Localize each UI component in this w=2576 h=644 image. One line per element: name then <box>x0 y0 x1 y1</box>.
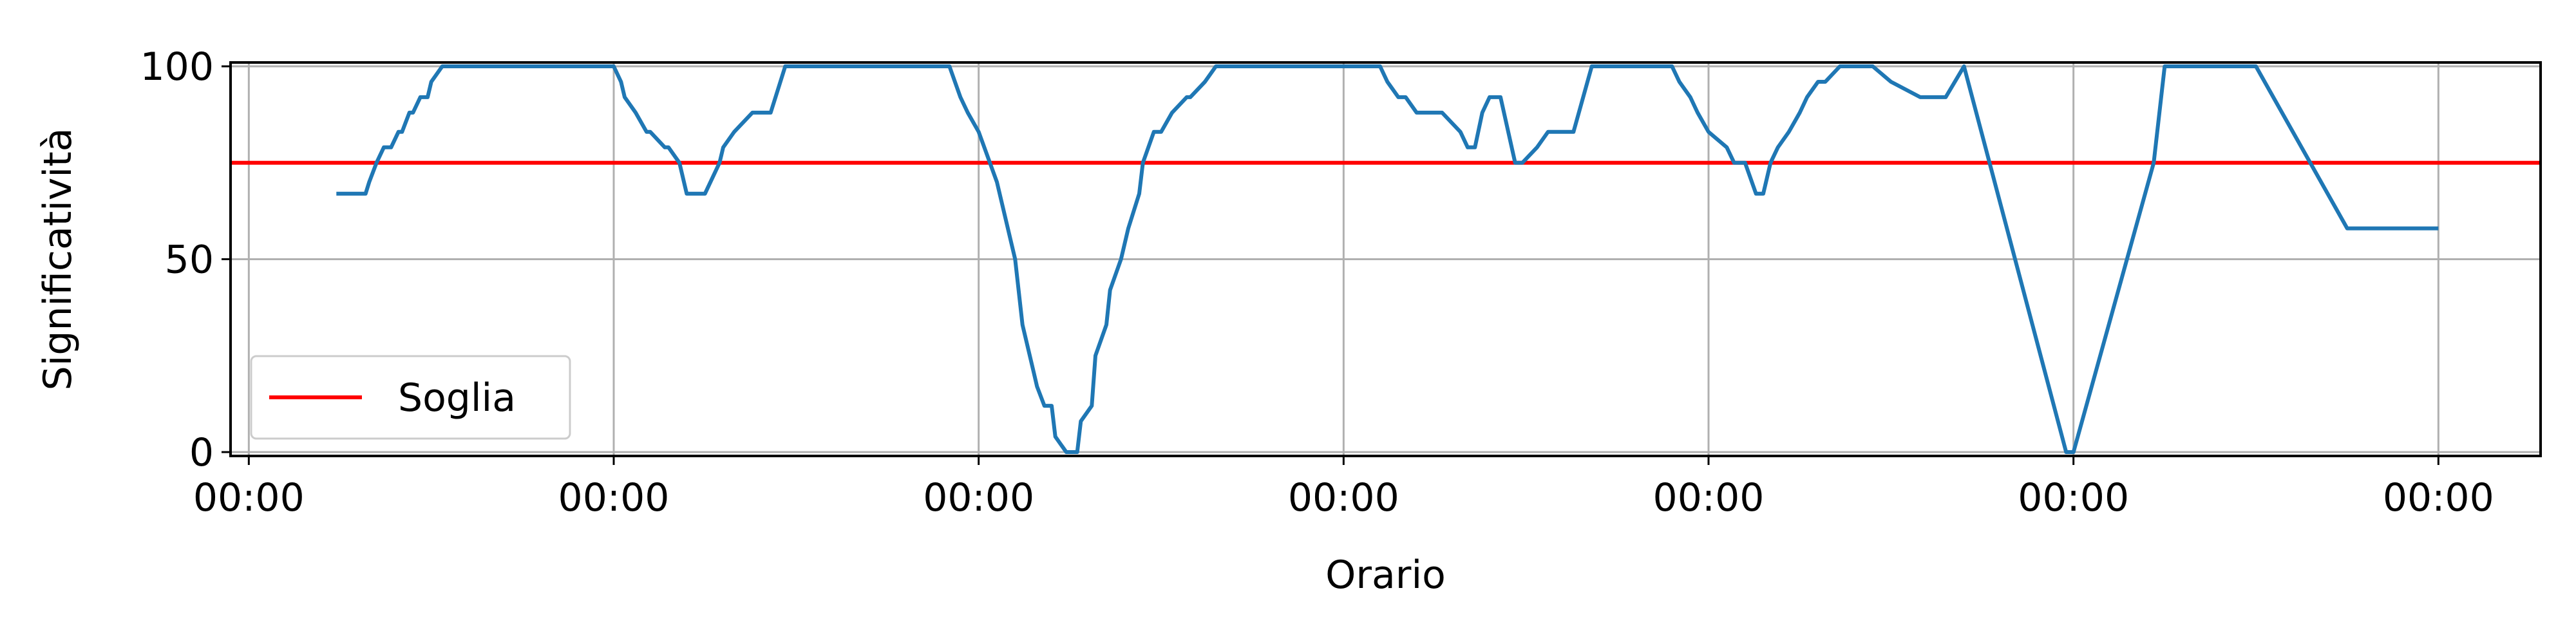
y-tick-label: 50 <box>165 238 214 283</box>
y-tick-label: 100 <box>140 44 214 90</box>
series-line <box>336 64 2439 454</box>
series-layer <box>336 64 2439 454</box>
grid <box>231 62 2541 456</box>
y-axis-label: Significatività <box>35 128 80 391</box>
x-tick-label: 00:00 <box>193 475 305 520</box>
legend-label-threshold: Soglia <box>398 375 516 421</box>
y-tick-label: 0 <box>189 430 214 475</box>
legend: Soglia <box>250 355 571 440</box>
x-tick-label: 00:00 <box>2383 475 2494 520</box>
x-axis-label: Orario <box>1325 553 1446 598</box>
x-tick-label: 00:00 <box>1653 475 1765 520</box>
x-tick-label: 00:00 <box>2018 475 2129 520</box>
x-tick-label: 00:00 <box>1288 475 1399 520</box>
y-axis: 0 50 100 <box>140 44 231 475</box>
x-tick-label: 00:00 <box>558 475 670 520</box>
x-axis: 00:00 00:00 00:00 00:00 00:00 00:00 00:00 <box>193 456 2494 520</box>
x-tick-label: 00:00 <box>923 475 1034 520</box>
legend-box <box>250 355 571 440</box>
